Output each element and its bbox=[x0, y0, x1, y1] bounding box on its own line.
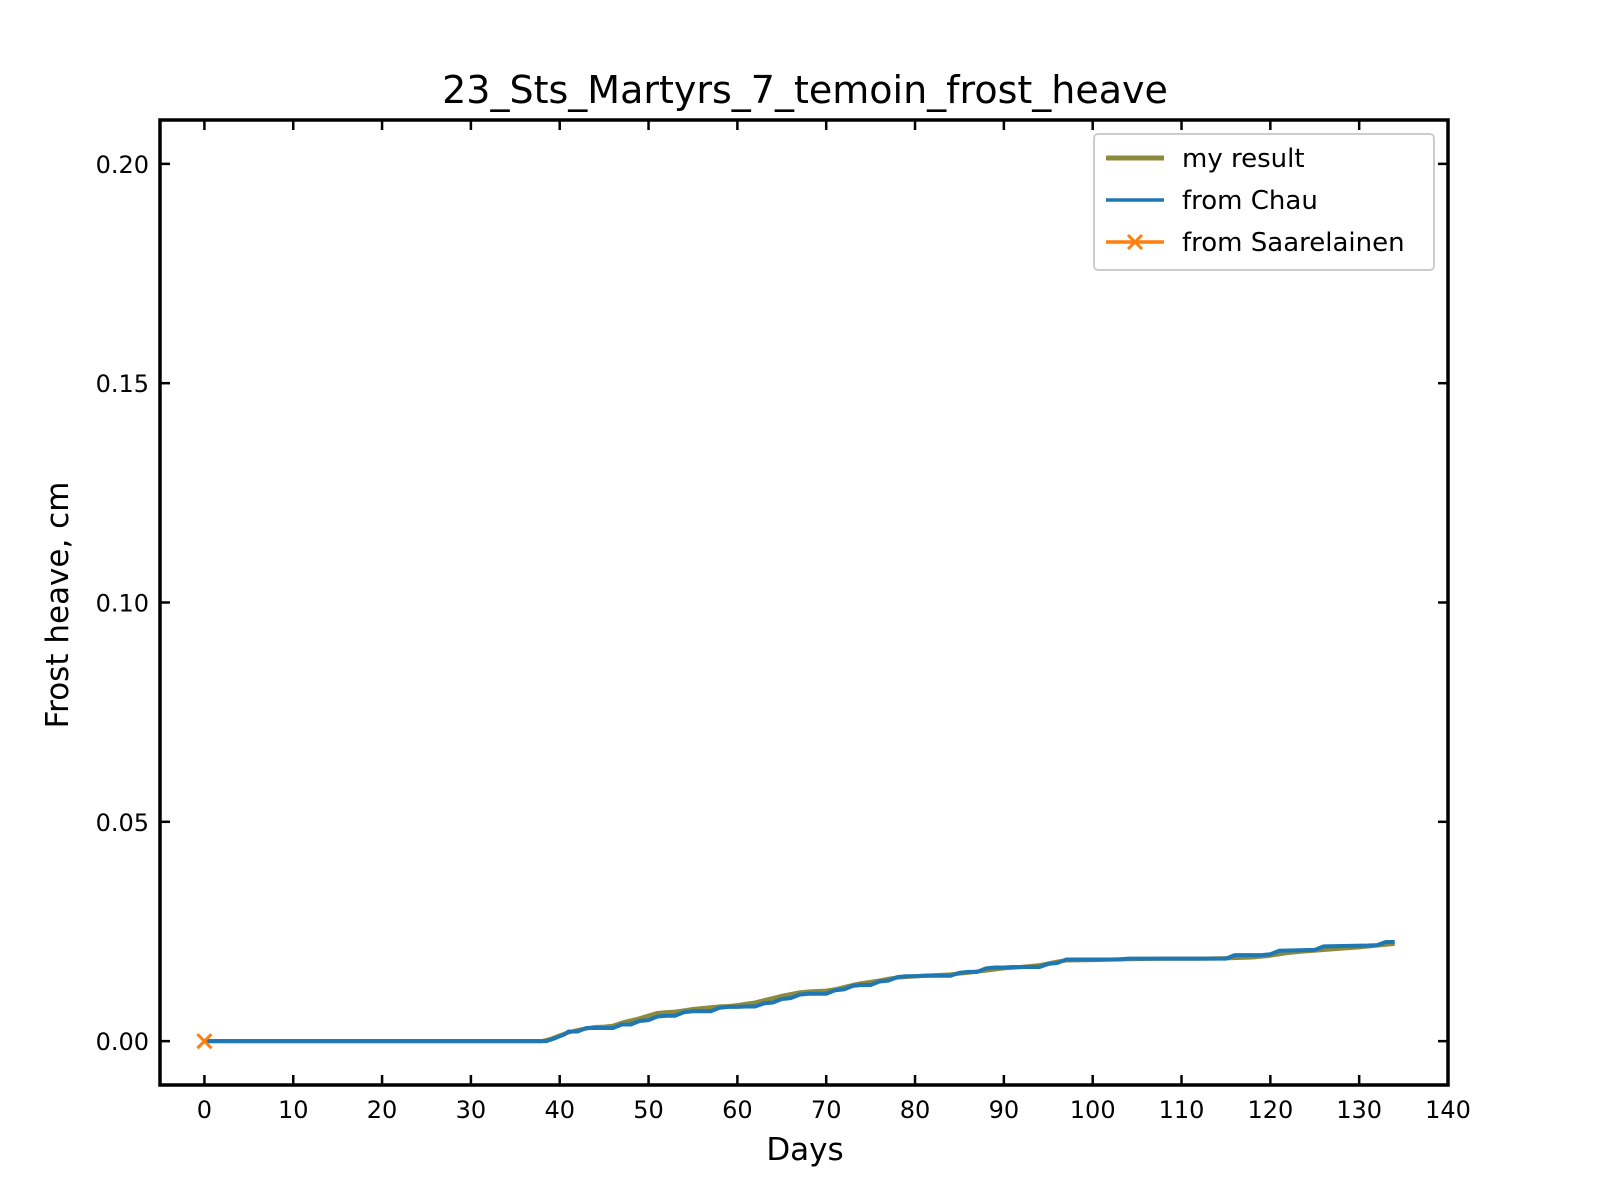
legend-entry-my-result: my result bbox=[1106, 144, 1305, 174]
x-tick-label: 100 bbox=[1070, 1096, 1116, 1124]
x-axis-label: Days bbox=[766, 1132, 843, 1168]
y-tick-label: 0.05 bbox=[96, 809, 149, 837]
y-tick-label: 0.15 bbox=[96, 370, 149, 398]
series-group bbox=[204, 940, 1395, 1044]
y-axis-label: Frost heave, cm bbox=[40, 482, 76, 729]
y-tick-label: 0.20 bbox=[96, 151, 149, 179]
x-tick-label: 80 bbox=[900, 1096, 931, 1124]
legend-marker bbox=[1126, 233, 1144, 251]
data-point-from-saarelainen bbox=[196, 1033, 213, 1050]
legend-label: my result bbox=[1182, 144, 1305, 174]
x-tick-label: 10 bbox=[278, 1096, 309, 1124]
legend-label: from Chau bbox=[1182, 186, 1318, 216]
legend-entry-from-chau: from Chau bbox=[1106, 186, 1318, 216]
x-tick-label: 60 bbox=[722, 1096, 753, 1124]
x-tick-label: 120 bbox=[1247, 1096, 1293, 1124]
legend-entry-from-saarelainen: from Saarelainen bbox=[1106, 228, 1405, 258]
x-tick-label: 110 bbox=[1159, 1096, 1205, 1124]
x-tick-label: 50 bbox=[633, 1096, 664, 1124]
legend-box bbox=[1093, 133, 1435, 271]
y-tick-label: 0.00 bbox=[96, 1028, 149, 1056]
x-tick-label: 140 bbox=[1425, 1096, 1471, 1124]
x-tick-label: 90 bbox=[989, 1096, 1020, 1124]
legend-label: from Saarelainen bbox=[1182, 228, 1405, 258]
x-tick-label: 40 bbox=[544, 1096, 575, 1124]
x-tick-label: 30 bbox=[456, 1096, 487, 1124]
legend: my result from Chau from Saarelainen bbox=[1093, 133, 1435, 271]
x-tick-label: 70 bbox=[811, 1096, 842, 1124]
chart-title: 23_Sts_Martyrs_7_temoin_frost_heave bbox=[442, 68, 1168, 112]
x-tick-label: 0 bbox=[197, 1096, 212, 1124]
y-tick-label: 0.10 bbox=[96, 590, 149, 618]
x-tick-label: 20 bbox=[367, 1096, 398, 1124]
x-tick-label: 130 bbox=[1336, 1096, 1382, 1124]
series-line-from-chau bbox=[204, 940, 1395, 1044]
axis-ticks: 0 10 20 30 40 50 60 70 80 90 100 110 120 130 140 0.00 0.… bbox=[96, 120, 1471, 1124]
